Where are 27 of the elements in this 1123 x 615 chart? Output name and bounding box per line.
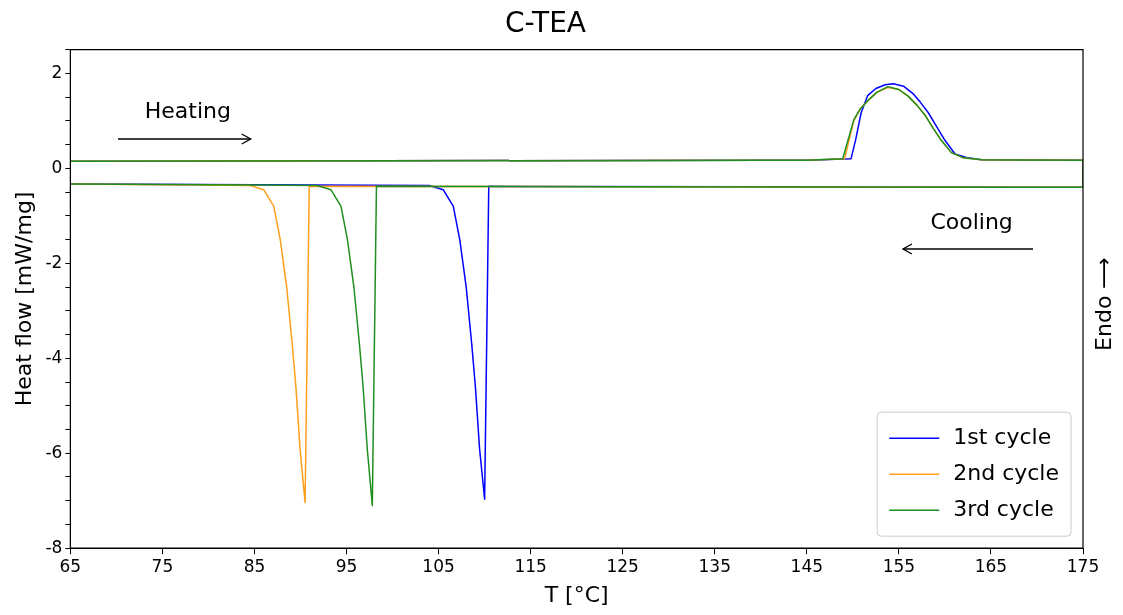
y-tick-label: 2 — [51, 61, 63, 82]
x-tick-label: 65 — [59, 555, 82, 576]
y-tick-label: -6 — [45, 441, 63, 462]
annotation: Cooling — [930, 208, 1013, 234]
x-axis-title: T [°C] — [543, 581, 609, 607]
y-tick-label: 0 — [51, 156, 63, 177]
x-tick-label: 85 — [243, 555, 266, 576]
x-tick-label: 115 — [514, 555, 547, 576]
x-tick-label: 95 — [335, 555, 358, 576]
x-tick-label: 75 — [151, 555, 174, 576]
x-tick-label: 145 — [790, 555, 824, 576]
y-tick-label: -4 — [45, 346, 63, 367]
legend-label: 3rd cycle — [953, 495, 1054, 521]
legend-label: 1st cycle — [953, 423, 1052, 449]
y-tick-label: -2 — [45, 251, 63, 272]
y-axis-title: Heat flow [mW/mg] — [10, 191, 36, 407]
text: Endo ⟶ — [1090, 256, 1116, 351]
x-tick-label: 175 — [1066, 555, 1100, 576]
y-tick-label: -8 — [45, 536, 63, 557]
x-tick-label: 125 — [606, 555, 639, 576]
chart-title: C-TEA — [504, 6, 587, 40]
x-tick-label: 165 — [974, 555, 1008, 576]
x-tick-label: 135 — [698, 555, 731, 576]
x-tick-label: 105 — [422, 555, 455, 576]
x-tick-label: 155 — [882, 555, 916, 576]
legend-label: 2nd cycle — [953, 459, 1060, 485]
annotation: Heating — [144, 97, 231, 123]
